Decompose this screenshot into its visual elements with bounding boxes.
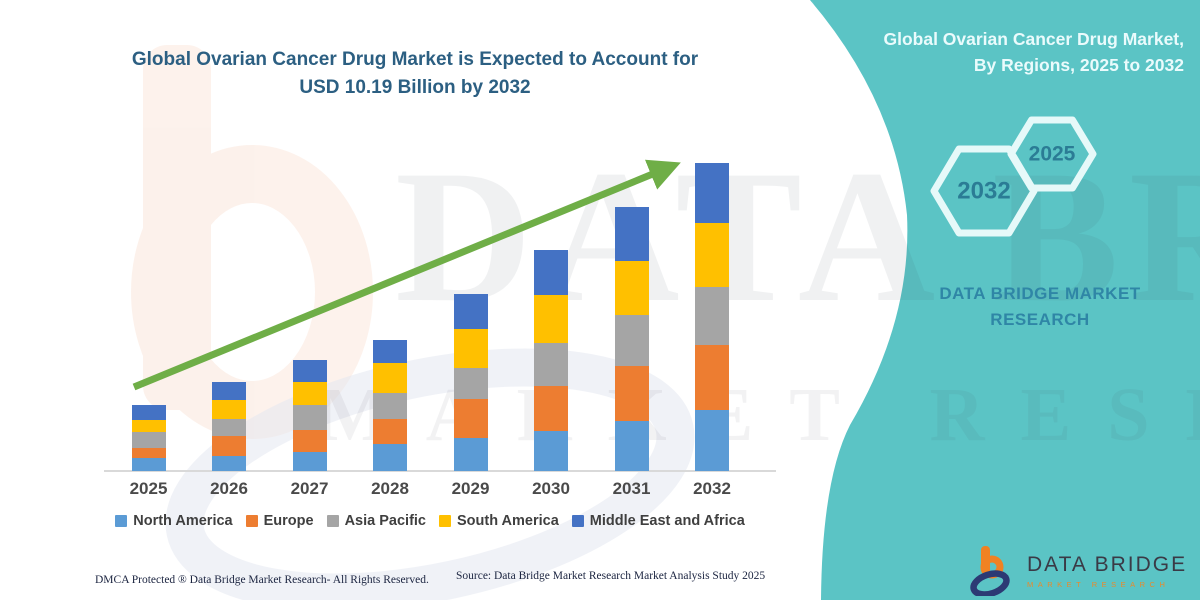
segment-asia-pacific-2031 (614, 314, 649, 366)
legend-swatch (439, 515, 451, 527)
x-axis-line (104, 470, 776, 472)
legend-swatch (326, 515, 339, 527)
x-axis-label-2030: 2030 (532, 479, 570, 498)
segment-north-america-2030 (534, 431, 568, 471)
hexagon-2025-label: 2025 (1029, 143, 1076, 166)
legend-label: Europe (263, 513, 314, 529)
legend-label: South America (457, 513, 559, 529)
x-axis-label-2025: 2025 (129, 479, 168, 498)
segment-europe-2032 (695, 345, 729, 411)
hexagon-years: 2032 2025 (930, 116, 1097, 237)
x-axis-label-2028: 2028 (371, 479, 409, 498)
segment-south-america-2025 (131, 419, 166, 433)
segment-europe-2026 (212, 436, 246, 456)
segment-south-america-2028 (373, 362, 407, 393)
segment-middle-east-and-africa-2031 (614, 206, 649, 261)
hexagon-2025 (1007, 116, 1097, 192)
watermark-data-bridge: DATA BRIDGE (395, 132, 1200, 342)
legend-item-north-america: North America (115, 513, 233, 529)
panel-title: Global Ovarian Cancer Drug Market, By Re… (824, 26, 1184, 79)
bar-chart: 2025 2026 2027 2028 2029 2030 2031 2032 (129, 163, 731, 498)
legend-swatch (571, 515, 584, 527)
segment-asia-pacific-2026 (212, 418, 246, 437)
data-bridge-logo: DATA BRIDGE MARKET RESEARCH (966, 546, 1187, 596)
panel-brand-text: DATA BRIDGE MARKET RESEARCH (939, 284, 1141, 329)
stacked-bar-2031 (614, 206, 649, 471)
legend-label: Middle East and Africa (589, 513, 745, 529)
segment-north-america-2028 (373, 444, 407, 471)
segment-middle-east-and-africa-2027 (292, 359, 327, 383)
segment-asia-pacific-2030 (534, 342, 568, 386)
segment-south-america-2029 (453, 329, 488, 368)
logo-d-watermark (165, 348, 695, 600)
segment-europe-2028 (373, 419, 407, 445)
x-axis-label-2032: 2032 (693, 479, 731, 498)
logo-b-watermark (131, 45, 373, 439)
x-axis-label-2027: 2027 (290, 479, 329, 498)
segment-north-america-2029 (453, 437, 488, 471)
stacked-bar-2027 (292, 359, 327, 471)
segment-middle-east-and-africa-2029 (453, 294, 488, 330)
segment-south-america-2031 (614, 260, 649, 315)
segment-south-america-2030 (534, 294, 568, 343)
chart-title: Global Ovarian Cancer Drug Market is Exp… (92, 46, 738, 101)
hexagon-2032-label: 2032 (957, 178, 1010, 205)
logo-tagline: MARKET RESEARCH (1027, 579, 1170, 589)
dmca-note: DMCA Protected ® Data Bridge Market Rese… (95, 574, 429, 586)
stacked-bar-2030 (534, 250, 568, 471)
panel-title-line1: Global Ovarian Cancer Drug Market, (883, 29, 1184, 49)
legend-swatch (115, 515, 128, 527)
data-bridge-logo-icon (970, 546, 1010, 596)
chart-title-line2: USD 10.19 Billion by 2032 (299, 76, 531, 98)
segment-europe-2027 (292, 429, 327, 452)
chart-legend: North America Europe Asia Pacific South Ame… (88, 513, 772, 529)
legend-item-asia-pacific: Asia Pacific (326, 513, 426, 529)
legend-label: North America (133, 513, 233, 529)
trend-arrow (132, 159, 681, 391)
chart-title-line1: Global Ovarian Cancer Drug Market is Exp… (131, 49, 699, 70)
teal-panel-shape (810, 0, 1200, 600)
segment-asia-pacific-2032 (695, 286, 729, 346)
segment-north-america-2027 (292, 451, 327, 471)
panel-title-line2: By Regions, 2025 to 2032 (973, 55, 1184, 76)
segment-north-america-2026 (212, 455, 246, 471)
legend-item-europe: Europe (245, 513, 314, 529)
segment-middle-east-and-africa-2028 (373, 340, 407, 363)
teal-corner-wedge (812, 0, 877, 140)
source-note: Source: Data Bridge Market Research Mark… (456, 570, 766, 582)
segment-north-america-2031 (614, 421, 649, 471)
stacked-bar-2025 (131, 404, 166, 471)
logo-wordmark: DATA BRIDGE (1027, 553, 1188, 577)
segment-asia-pacific-2025 (131, 432, 166, 448)
legend-label: Asia Pacific (344, 513, 426, 529)
segment-asia-pacific-2027 (292, 404, 327, 430)
segment-europe-2030 (534, 385, 568, 432)
stacked-bar-2026 (212, 382, 246, 471)
segment-middle-east-and-africa-2032 (695, 163, 729, 224)
segment-middle-east-and-africa-2030 (534, 250, 568, 295)
segment-europe-2025 (131, 447, 166, 459)
legend-item-south-america: South America (439, 513, 559, 529)
segment-north-america-2032 (695, 410, 729, 471)
legend-item-middle-east-and-africa: Middle East and Africa (571, 513, 745, 529)
segment-south-america-2032 (695, 223, 729, 287)
segment-europe-2029 (453, 399, 488, 438)
segment-middle-east-and-africa-2026 (212, 382, 246, 401)
segment-europe-2031 (614, 365, 649, 422)
segment-middle-east-and-africa-2025 (131, 404, 166, 420)
x-axis-label-2031: 2031 (612, 479, 651, 498)
stacked-bar-2032 (695, 163, 729, 471)
segment-south-america-2026 (212, 400, 246, 419)
stacked-bar-2028 (373, 340, 407, 471)
stacked-bar-2029 (453, 294, 488, 471)
segment-asia-pacific-2029 (453, 367, 488, 400)
x-axis-label-2029: 2029 (451, 479, 490, 498)
segment-asia-pacific-2028 (373, 392, 407, 420)
x-axis-label-2026: 2026 (210, 479, 248, 498)
segment-north-america-2025 (131, 458, 166, 471)
legend-swatch (245, 515, 258, 527)
segment-south-america-2027 (292, 382, 327, 405)
